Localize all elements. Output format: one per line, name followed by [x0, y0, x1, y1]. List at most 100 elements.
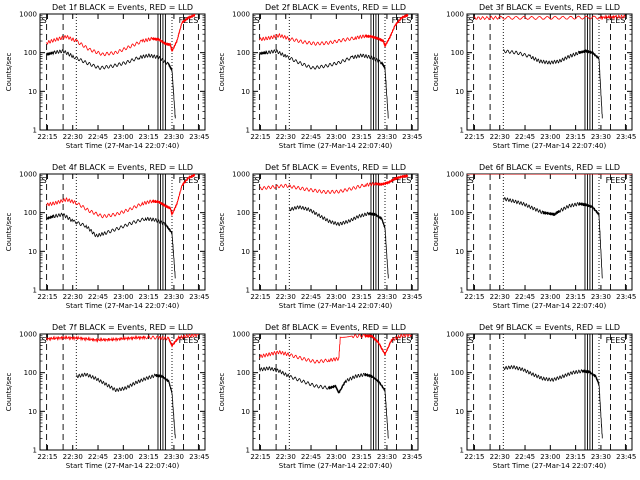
x-tick-label: 23:15	[139, 293, 159, 301]
x-tick-label: 23:30	[164, 453, 184, 461]
y-tick-label: 1	[33, 287, 37, 295]
y-tick-label: 1000	[232, 331, 250, 339]
x-tick-label: 22:15	[37, 293, 57, 301]
annotation-fees: FEES	[392, 16, 412, 25]
events-rate-line	[259, 366, 389, 439]
y-tick-label: 10	[241, 408, 250, 416]
panel-7: Det 7f BLACK = Events, RED = LLD 1 10 100 10…	[5, 323, 209, 470]
plot-frame	[466, 173, 633, 291]
y-tick-label: 100	[237, 369, 250, 377]
y-axis-label: Counts/sec	[432, 373, 440, 412]
x-tick-label: 23:15	[352, 453, 372, 461]
events-rate-line	[259, 49, 389, 119]
annotation-s: S	[469, 336, 474, 345]
annotation-s: S	[42, 16, 47, 25]
plot-frame	[252, 173, 419, 291]
annotation-fees: FEES	[179, 336, 199, 345]
events-rate-line	[289, 205, 389, 279]
x-tick-label: 22:15	[37, 453, 57, 461]
y-axis-label: Counts/sec	[432, 53, 440, 92]
x-tick-label: 23:45	[402, 133, 422, 141]
x-tick-label: 22:45	[515, 453, 535, 461]
panel-4: Det 4f BLACK = Events, RED = LLD 1 10 100 10…	[5, 163, 209, 310]
x-tick-label: 22:45	[515, 293, 535, 301]
y-axis-label: Counts/sec	[432, 213, 440, 252]
y-tick-label: 100	[237, 209, 250, 217]
x-tick-label: 23:00	[326, 453, 346, 461]
x-tick-label: 23:00	[326, 133, 346, 141]
x-tick-label: 22:30	[63, 453, 83, 461]
y-tick-label: 100	[451, 209, 464, 217]
x-axis-label: Start Time (27-Mar-14 22:07:40)	[493, 302, 607, 310]
x-tick-label: 22:30	[276, 133, 296, 141]
x-tick-label: 22:15	[464, 293, 484, 301]
plot-frame	[252, 333, 419, 451]
x-tick-label: 22:45	[515, 133, 535, 141]
events-rate-line	[502, 364, 603, 439]
y-tick-label: 1	[246, 127, 250, 135]
x-tick-label: 23:30	[591, 293, 611, 301]
x-tick-label: 23:45	[616, 293, 636, 301]
lld-rate-line	[259, 174, 409, 195]
x-tick-label: 23:00	[113, 133, 133, 141]
y-tick-label: 10	[455, 408, 464, 416]
x-axis-label: Start Time (27-Mar-14 22:07:40)	[66, 462, 180, 470]
x-tick-label: 23:30	[377, 293, 397, 301]
x-tick-label: 22:15	[250, 133, 270, 141]
y-tick-label: 1000	[446, 171, 464, 179]
x-tick-label: 23:15	[352, 293, 372, 301]
x-tick-label: 23:45	[189, 453, 209, 461]
x-tick-label: 22:45	[301, 293, 321, 301]
plot-frame	[252, 13, 419, 131]
panel-2: Det 2f BLACK = Events, RED = LLD 1 10 100 10…	[218, 3, 422, 150]
lld-rate-line	[473, 14, 626, 21]
x-tick-label: 23:45	[402, 453, 422, 461]
x-tick-label: 22:15	[464, 453, 484, 461]
panel-title: Det 7f BLACK = Events, RED = LLD	[52, 323, 193, 332]
panel-title: Det 6f BLACK = Events, RED = LLD	[479, 163, 620, 172]
x-tick-label: 22:15	[250, 293, 270, 301]
panel-title: Det 1f BLACK = Events, RED = LLD	[52, 3, 193, 12]
y-tick-label: 1000	[446, 331, 464, 339]
annotation-s: S	[42, 176, 47, 185]
y-tick-label: 10	[241, 88, 250, 96]
y-tick-label: 1000	[19, 171, 37, 179]
y-tick-label: 1000	[232, 171, 250, 179]
annotation-fees: FEES	[392, 176, 412, 185]
lld-rate-line	[46, 174, 196, 219]
x-tick-label: 22:30	[490, 293, 510, 301]
x-tick-label: 23:00	[540, 133, 560, 141]
y-tick-label: 1	[33, 447, 37, 455]
x-tick-label: 23:45	[189, 133, 209, 141]
x-tick-label: 23:15	[566, 453, 586, 461]
y-tick-label: 100	[237, 49, 250, 57]
y-axis-label: Counts/sec	[5, 373, 13, 412]
annotation-fees: FEES	[606, 16, 626, 25]
lld-rate-line	[46, 334, 199, 348]
lld-rate-line	[259, 14, 409, 48]
y-tick-label: 100	[24, 49, 37, 57]
y-tick-label: 100	[451, 49, 464, 57]
x-tick-label: 23:45	[402, 293, 422, 301]
x-axis-label: Start Time (27-Mar-14 22:07:40)	[66, 302, 180, 310]
panel-title: Det 2f BLACK = Events, RED = LLD	[265, 3, 406, 12]
x-tick-label: 22:30	[490, 453, 510, 461]
x-tick-label: 23:45	[616, 133, 636, 141]
x-tick-label: 23:30	[164, 133, 184, 141]
y-axis-label: Counts/sec	[218, 53, 226, 92]
x-tick-label: 22:45	[88, 293, 108, 301]
x-tick-label: 22:30	[490, 133, 510, 141]
x-tick-label: 23:45	[616, 453, 636, 461]
y-tick-label: 1000	[446, 11, 464, 19]
y-tick-label: 1	[246, 447, 250, 455]
panel-title: Det 4f BLACK = Events, RED = LLD	[52, 163, 193, 172]
annotation-s: S	[255, 176, 260, 185]
events-rate-line	[46, 212, 176, 279]
y-tick-label: 1	[246, 287, 250, 295]
y-tick-label: 1	[460, 287, 464, 295]
y-tick-label: 10	[28, 408, 37, 416]
x-tick-label: 23:15	[566, 133, 586, 141]
annotation-fees: FEES	[392, 336, 412, 345]
annotation-s: S	[469, 16, 474, 25]
